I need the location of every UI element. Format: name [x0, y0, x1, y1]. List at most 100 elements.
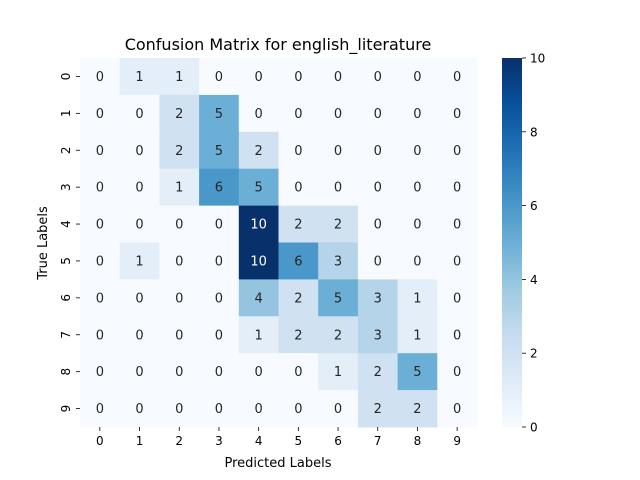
cell-value-label: 0: [96, 254, 104, 269]
cell-value-label: 0: [215, 291, 223, 306]
heatmap-cell: [119, 279, 160, 317]
cell-value-label: 0: [453, 328, 461, 343]
y-tick-label: 5: [59, 257, 73, 265]
heatmap-cell: [397, 168, 438, 207]
heatmap-cell: [238, 205, 279, 243]
x-tick-label: 5: [295, 434, 303, 448]
cell-value-label: 0: [175, 402, 183, 417]
heatmap-cell: [119, 94, 160, 133]
cell-value-label: 0: [374, 254, 382, 269]
heatmap-cell: [357, 94, 399, 133]
heatmap-cell: [437, 390, 478, 428]
heatmap-cell: [357, 205, 399, 243]
heatmap-cell: [318, 205, 359, 243]
heatmap-cell: [318, 168, 359, 207]
cell-value-label: 0: [215, 218, 223, 233]
cell-value-label: 0: [453, 291, 461, 306]
cell-value-label: 0: [453, 402, 461, 417]
x-tick-label: 0: [96, 434, 104, 448]
cell-value-label: 5: [334, 291, 342, 306]
colorbar-tick-label: 0: [530, 421, 538, 435]
heatmap-cell: [159, 353, 200, 391]
heatmap-cell: [437, 168, 478, 207]
cell-value-label: 0: [135, 291, 143, 306]
cell-value-label: 1: [175, 70, 183, 85]
cell-value-label: 1: [255, 328, 263, 343]
heatmap-cell: [199, 279, 240, 317]
heatmap-cell: [318, 316, 359, 354]
heatmap-cell: [80, 168, 121, 207]
heatmap-cell: [397, 279, 438, 317]
heatmap-cell: [80, 205, 121, 243]
y-tick-label: 3: [59, 183, 73, 191]
cell-value-label: 0: [294, 70, 302, 85]
cell-value-label: 0: [96, 107, 104, 122]
heatmap-cell: [159, 168, 200, 207]
heatmap-cell: [357, 390, 399, 428]
heatmap-cell: [437, 58, 478, 96]
cell-value-label: 0: [96, 181, 104, 196]
x-tick-label: 1: [136, 434, 144, 448]
heatmap-cell: [357, 168, 399, 207]
cell-value-label: 0: [374, 144, 382, 159]
heatmap-cell: [159, 316, 200, 354]
heatmap-cell: [357, 242, 399, 280]
heatmap-cell: [437, 279, 478, 317]
cell-value-label: 0: [96, 291, 104, 306]
heatmap-cell: [357, 279, 399, 317]
heatmap-cell: [80, 279, 121, 317]
heatmap-cell: [397, 131, 438, 170]
heatmap-cell: [318, 390, 359, 428]
cell-value-label: 0: [175, 254, 183, 269]
cell-value-label: 0: [453, 70, 461, 85]
x-axis-ticks: 0 1 2 3 4 5 6 7 8 9: [96, 427, 461, 448]
heatmap-cell: [318, 279, 359, 317]
cell-value-label: 0: [294, 144, 302, 159]
cell-value-label: 0: [374, 181, 382, 196]
heatmap-cell: [238, 353, 279, 391]
heatmap-cell: [159, 390, 200, 428]
heatmap-cell: [437, 242, 478, 280]
heatmap-cell: [278, 94, 319, 133]
cell-value-label: 0: [175, 218, 183, 233]
cell-value-label: 2: [294, 328, 302, 343]
cell-value-label: 0: [374, 107, 382, 122]
heatmap-cell: [238, 390, 279, 428]
x-tick-label: 6: [334, 434, 342, 448]
x-tick-label: 4: [255, 434, 263, 448]
heatmap-cell: [119, 205, 160, 243]
cell-value-label: 2: [334, 328, 342, 343]
cell-value-label: 2: [413, 402, 421, 417]
x-tick-label: 3: [215, 434, 223, 448]
cell-value-label: 10: [250, 218, 267, 233]
x-tick-label: 7: [374, 434, 382, 448]
heatmap-cell: [119, 168, 160, 207]
heatmap-cell: [278, 390, 319, 428]
heatmap-cell: [199, 353, 240, 391]
heatmap-cell: [397, 58, 438, 96]
heatmap-cell: [397, 205, 438, 243]
cell-value-label: 0: [334, 144, 342, 159]
heatmap-cell: [318, 94, 359, 133]
heatmap-cell: [278, 353, 319, 391]
cell-value-label: 2: [334, 218, 342, 233]
cell-value-label: 2: [255, 144, 263, 159]
heatmap-cell: [278, 279, 319, 317]
cell-value-label: 5: [215, 144, 223, 159]
cell-value-label: 0: [175, 365, 183, 380]
heatmap-cell: [159, 205, 200, 243]
cell-value-label: 0: [96, 365, 104, 380]
cell-value-label: 6: [215, 181, 223, 196]
heatmap-cell: [278, 205, 319, 243]
cell-value-label: 5: [413, 365, 421, 380]
y-tick-label: 2: [59, 146, 73, 154]
cell-value-label: 0: [334, 70, 342, 85]
cell-value-label: 2: [294, 291, 302, 306]
heatmap-cell: [159, 58, 200, 96]
cell-value-label: 0: [135, 365, 143, 380]
cell-value-label: 0: [175, 328, 183, 343]
cell-value-label: 0: [453, 181, 461, 196]
heatmap-cells: 0 1 1 0 0 0 0 0 0 00 0 2 5 0 0 0 0 0 00 0 2 5 2 0 0 0 0 00 0 1 6 5 0 0 0 0 0…: [80, 58, 478, 428]
x-tick-label: 9: [453, 434, 461, 448]
cell-value-label: 1: [135, 254, 143, 269]
